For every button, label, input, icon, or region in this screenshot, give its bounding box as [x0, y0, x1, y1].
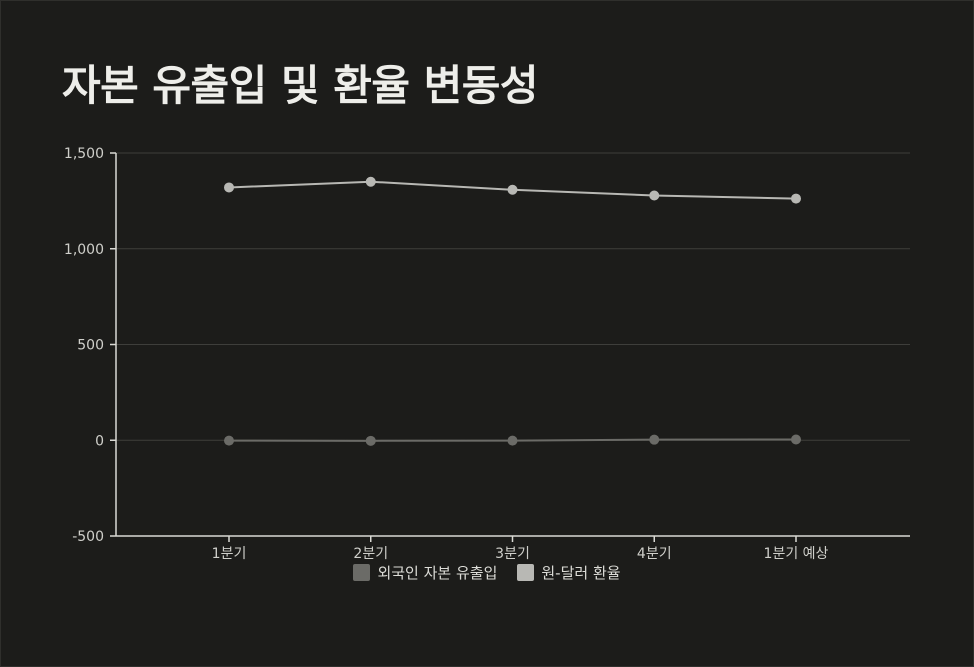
data-point-1[interactable]: [365, 176, 376, 187]
x-tick-label: 1분기 예상: [764, 546, 829, 562]
chart-title: 자본 유출입 및 환율 변동성: [62, 61, 539, 110]
x-tick-label: 1분기: [212, 546, 247, 562]
grid-lines: [116, 152, 910, 441]
y-tick-label: -500: [72, 529, 104, 545]
y-axis-ticks: -500 0 500 1,000 1,500: [64, 146, 116, 545]
data-point-0[interactable]: [649, 434, 660, 445]
data-point-1[interactable]: [791, 193, 801, 204]
x-tick-label: 3분기: [495, 546, 530, 562]
x-axis-ticks: 1분기 2분기 3분기 4분기 1분기 예상: [212, 536, 829, 562]
legend-item-exchange-rate[interactable]: 원-달러 환율: [517, 562, 621, 583]
data-point-1[interactable]: [649, 190, 660, 201]
legend-swatch-capital-flow: [353, 564, 371, 581]
x-tick-label: 2분기: [353, 546, 388, 562]
data-point-0[interactable]: [224, 435, 234, 446]
x-tick-label: 4분기: [637, 546, 672, 562]
data-point-1[interactable]: [224, 182, 234, 193]
legend-swatch-exchange-rate: [517, 564, 535, 581]
data-point-0[interactable]: [507, 435, 518, 446]
legend-item-capital-flow[interactable]: 외국인 자본 유출입: [353, 562, 497, 583]
y-tick-label: 1,500: [64, 146, 104, 162]
data-point-1[interactable]: [507, 184, 518, 195]
series-layer: [224, 176, 801, 446]
y-tick-label: 0: [95, 433, 104, 449]
legend-label-capital-flow: 외국인 자본 유출입: [377, 564, 498, 582]
y-tick-label: 500: [77, 338, 104, 354]
data-point-0[interactable]: [791, 434, 801, 445]
legend-label-exchange-rate: 원-달러 환율: [541, 564, 621, 582]
legend: 외국인 자본 유출입 원-달러 환율: [0, 562, 974, 583]
data-point-0[interactable]: [365, 435, 376, 446]
y-tick-label: 1,000: [64, 242, 104, 258]
